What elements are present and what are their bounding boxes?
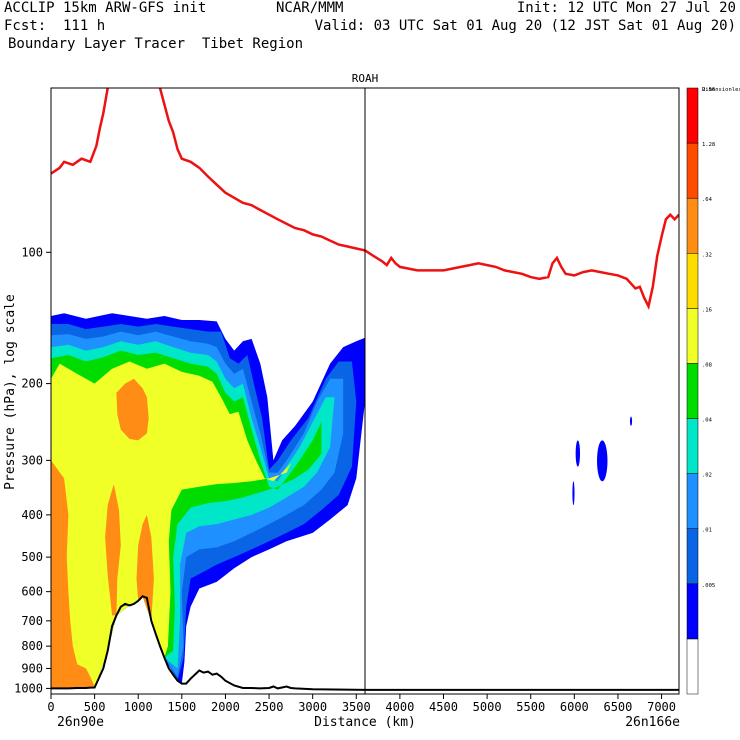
product-title: Boundary Layer Tracer Tibet Region — [8, 36, 304, 52]
colorbar-level-label: 2.56 — [702, 87, 715, 93]
colorbar-box — [686, 308, 699, 364]
x-tick-label: 4500 — [429, 700, 458, 714]
tracer-blob-2 — [572, 481, 575, 506]
x-tick-label: 1000 — [124, 700, 153, 714]
tracer-contour-32 — [51, 361, 291, 689]
colorbar: Dimensionless .005 .01 .02 .04 .08 .16 .32 .64 1.… — [686, 87, 740, 695]
colorbar-box — [686, 87, 699, 144]
right-endpoint-label: 26n166e — [625, 715, 680, 730]
tropopause-line — [51, 88, 679, 310]
plot-frame — [50, 87, 680, 695]
colorbar-level-label: .01 — [702, 528, 712, 534]
y-tick-label: 600 — [21, 585, 43, 599]
y-tick-label: 200 — [21, 377, 43, 391]
terrain-line — [51, 595, 679, 691]
y-tick-label: 700 — [21, 614, 43, 628]
valid-time: Valid: 03 UTC Sat 01 Aug 20 (12 JST Sat … — [314, 18, 736, 34]
tracer-contour-64d — [116, 378, 149, 441]
colorbar-level-label: .04 — [702, 418, 713, 424]
panel-title: ROAH — [352, 72, 379, 85]
y-tick-label: 900 — [21, 661, 43, 675]
y-tick-label: 800 — [21, 639, 43, 653]
x-tick-label: 2000 — [211, 700, 240, 714]
colorbar-level-label: 1.28 — [702, 142, 715, 148]
tracer-blob-3 — [629, 416, 633, 426]
colorbar-box — [686, 142, 699, 199]
colorbar-level-label: .08 — [702, 362, 712, 368]
colorbar-box — [686, 583, 699, 640]
plot-lines — [51, 88, 679, 694]
tracer-contour-64c — [136, 514, 154, 621]
x-tick-label: 5500 — [516, 700, 545, 714]
y-tick-label: 300 — [21, 453, 43, 467]
colorbar-level-label: .64 — [702, 197, 713, 203]
x-tick-label: 3000 — [298, 700, 327, 714]
tracer-contours — [51, 313, 633, 689]
y-tick-label: 400 — [21, 508, 43, 522]
x-tick-label: 7000 — [647, 700, 676, 714]
colorbar-box — [686, 638, 699, 695]
x-tick-label: 6500 — [603, 700, 632, 714]
y-tick-label: 100 — [21, 245, 43, 259]
colorbar-level-label: .005 — [702, 583, 715, 589]
x-axis-label: Distance (km) — [314, 715, 416, 730]
y-tick-label: 1000 — [14, 681, 43, 695]
x-tick-label: 0 — [47, 700, 54, 714]
x-tick-label: 2500 — [255, 700, 284, 714]
colorbar-level-label: .32 — [702, 252, 712, 258]
colorbar-level-label: .16 — [702, 307, 712, 313]
tracer-blob-0 — [597, 440, 608, 482]
y-tick-label: 500 — [21, 550, 43, 564]
colorbar-box — [686, 363, 699, 419]
colorbar-box — [686, 253, 699, 309]
tracer-contour-64b — [105, 484, 121, 616]
colorbar-box — [686, 197, 699, 254]
model-title: ACCLIP 15km ARW-GFS init — [4, 0, 207, 16]
y-axis-label: Pressure (hPa), log scale — [3, 294, 18, 490]
x-tick-label: 6000 — [560, 700, 589, 714]
init-time: Init: 12 UTC Mon 27 Jul 20 — [516, 0, 736, 16]
x-tick-label: 500 — [84, 700, 106, 714]
org-label: NCAR/MMM — [276, 0, 344, 16]
tracer-contour-64 — [51, 460, 95, 689]
x-tick-label: 5000 — [473, 700, 502, 714]
colorbar-level-label: .02 — [702, 473, 712, 479]
colorbar-box — [686, 418, 699, 474]
x-tick-label: 4000 — [385, 700, 414, 714]
x-tick-label: 1500 — [167, 700, 196, 714]
left-endpoint-label: 26n90e — [57, 715, 104, 730]
colorbar-level-label: Dimensionless — [702, 87, 740, 93]
tracer-blob-1 — [575, 440, 581, 467]
axes: 0 500 1000 1500 2000 2500 3000 3500 4000 4500 5000… — [14, 245, 676, 714]
colorbar-box — [686, 473, 699, 529]
x-tick-label: 3500 — [342, 700, 371, 714]
forecast-hour: Fcst: 111 h — [4, 18, 106, 34]
colorbar-box — [686, 528, 699, 585]
